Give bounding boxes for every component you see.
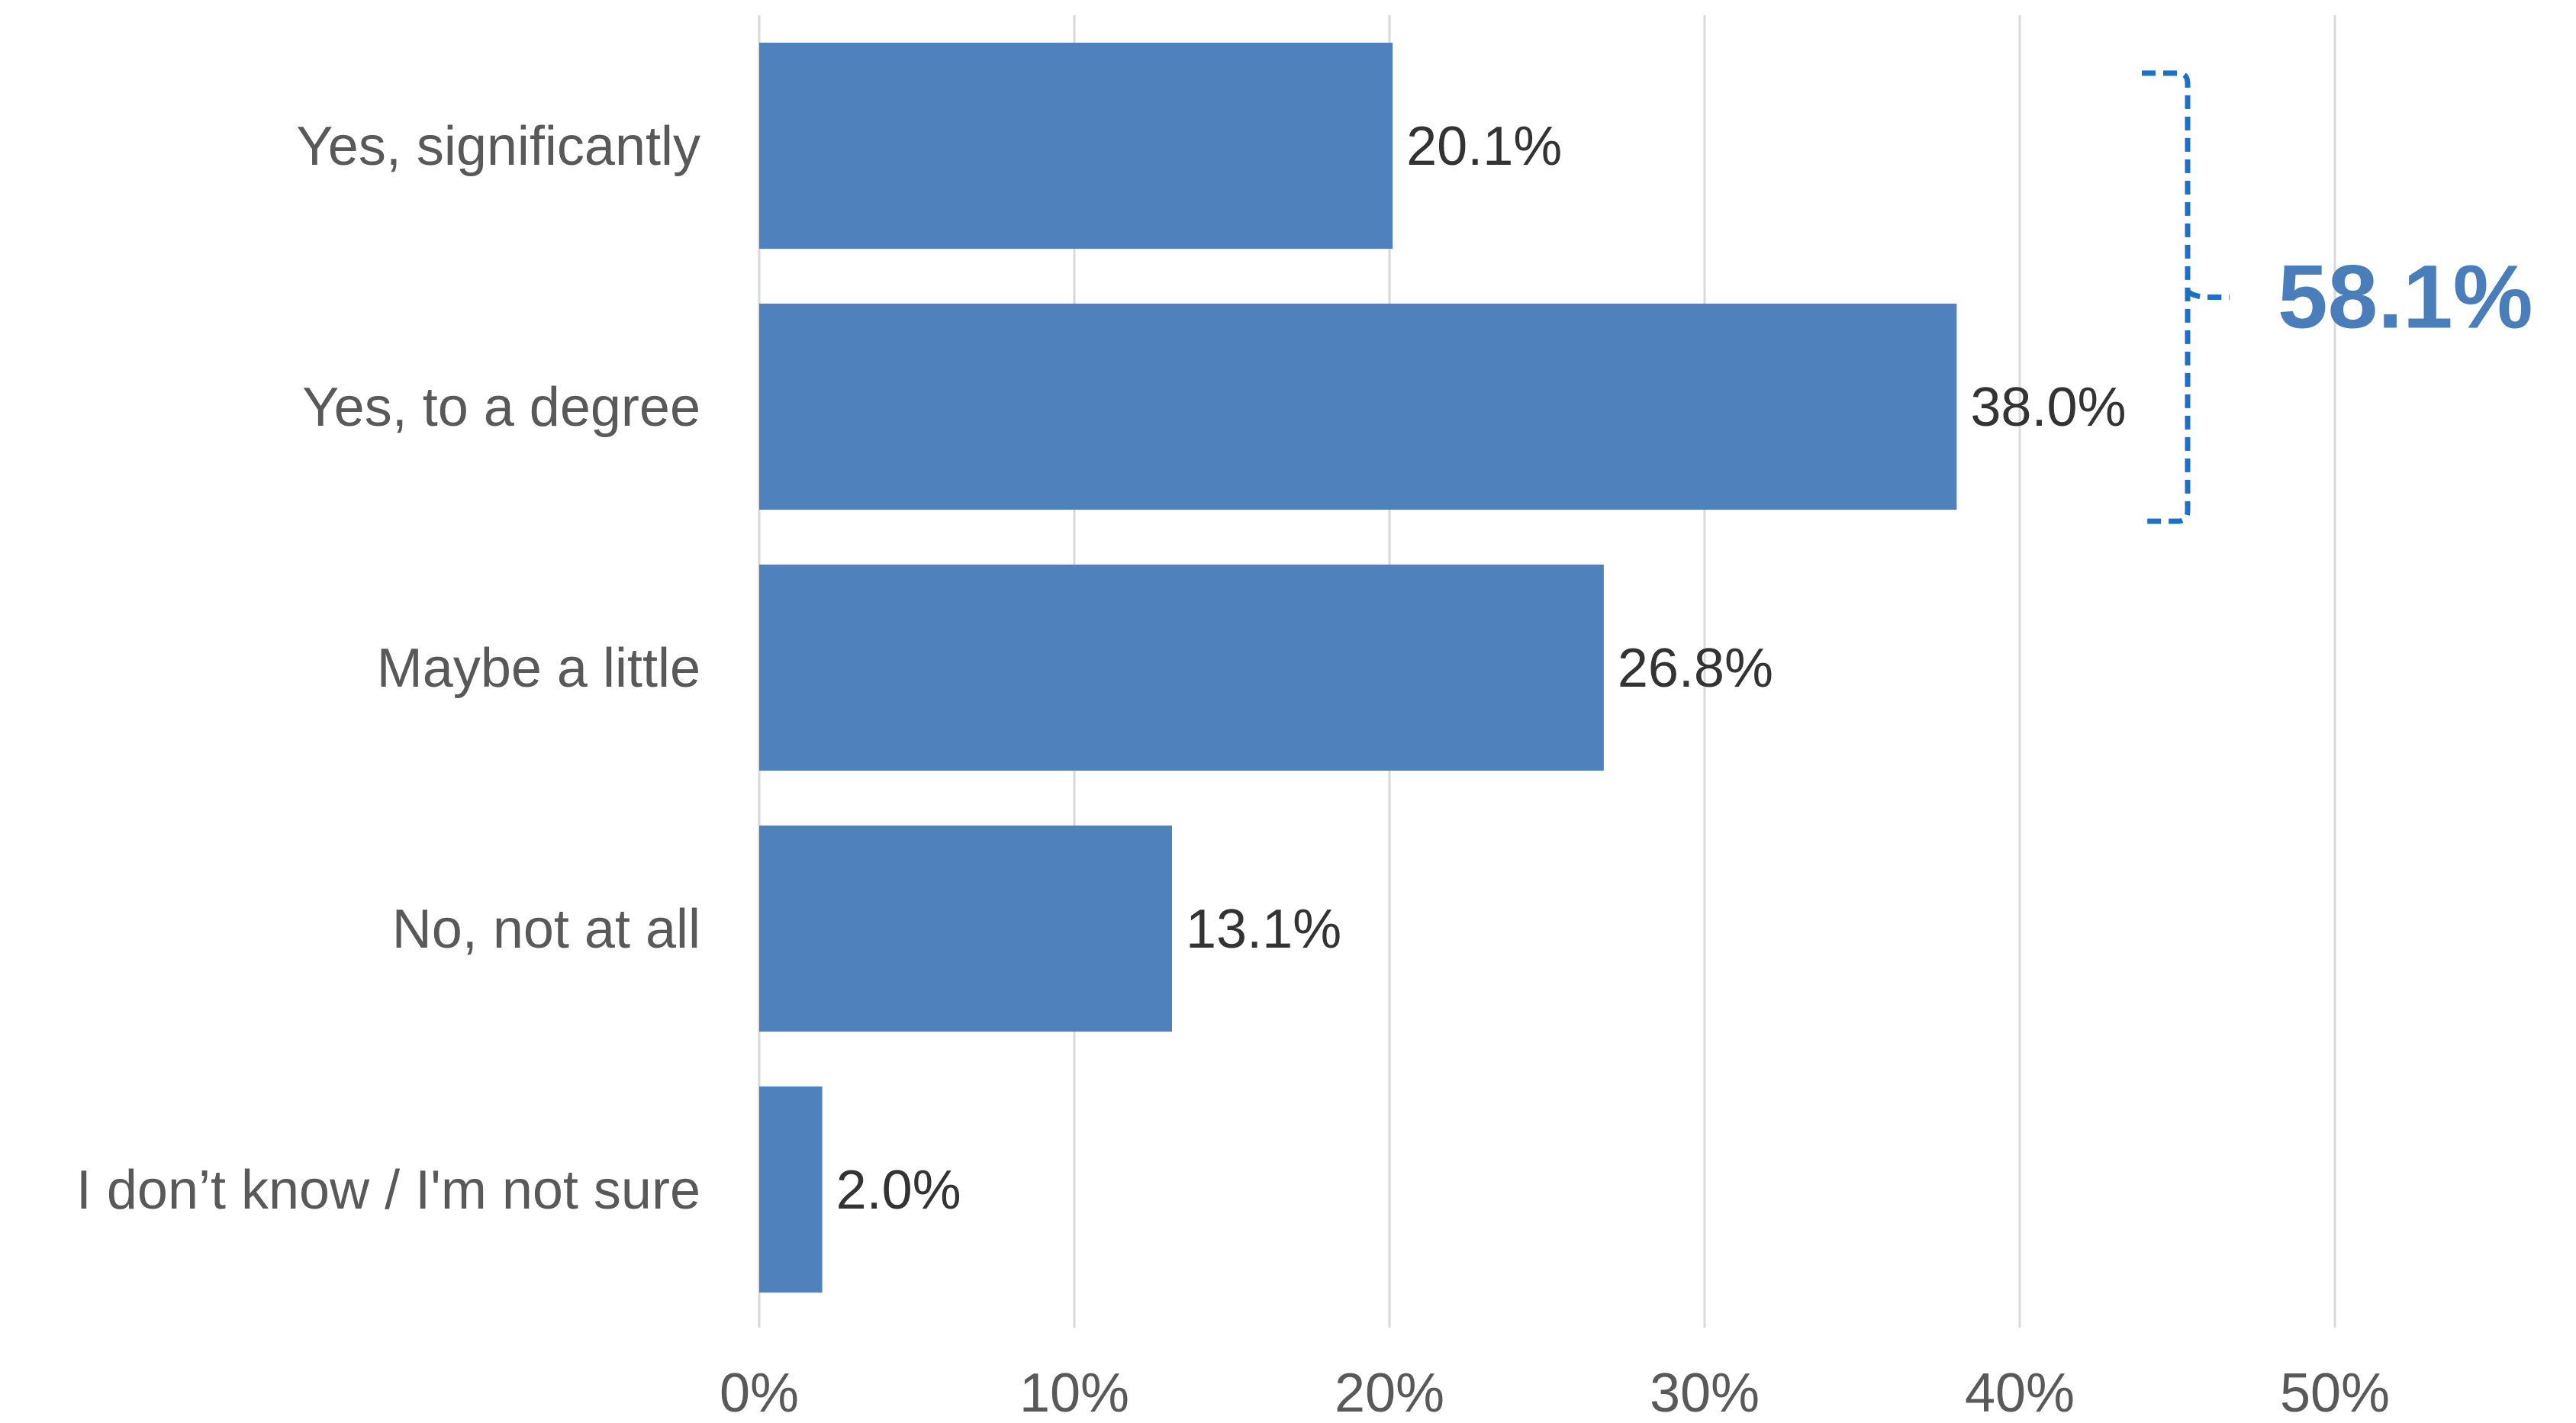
x-axis-tick-labels: 0% 10% 20% 30% 40% 50% bbox=[720, 1363, 2390, 1423]
bar bbox=[759, 1086, 823, 1293]
x-tick-label: 0% bbox=[720, 1363, 799, 1423]
category-labels: Yes, significantly Yes, to a degree Maybe … bbox=[76, 116, 700, 1221]
value-label: 38.0% bbox=[1970, 377, 2126, 438]
x-tick-label: 50% bbox=[2280, 1363, 2390, 1423]
bar bbox=[759, 564, 1604, 771]
bar bbox=[759, 303, 1957, 510]
value-label: 26.8% bbox=[1618, 638, 1773, 699]
bar bbox=[759, 825, 1173, 1032]
value-label: 13.1% bbox=[1186, 899, 1341, 960]
x-tick-label: 40% bbox=[1965, 1363, 2075, 1423]
value-label: 20.1% bbox=[1406, 116, 1562, 177]
bars bbox=[759, 42, 1957, 1293]
category-label: Yes, to a degree bbox=[302, 377, 700, 438]
category-label: Maybe a little bbox=[377, 638, 700, 699]
bar bbox=[759, 42, 1393, 250]
category-label: I don’t know / I'm not sure bbox=[76, 1160, 700, 1221]
x-tick-label: 30% bbox=[1650, 1363, 1760, 1423]
annotation-total-label: 58.1% bbox=[2278, 247, 2533, 348]
category-label: Yes, significantly bbox=[296, 116, 700, 177]
category-label: No, not at all bbox=[392, 899, 700, 960]
value-label: 2.0% bbox=[836, 1160, 961, 1221]
annotation-bracket bbox=[2142, 70, 2230, 524]
group-annotation: 58.1% bbox=[2142, 70, 2533, 524]
value-labels: 20.1% 38.0% 26.8% 13.1% 2.0% bbox=[836, 116, 2127, 1221]
x-tick-label: 10% bbox=[1019, 1363, 1129, 1423]
x-tick-label: 20% bbox=[1335, 1363, 1444, 1423]
